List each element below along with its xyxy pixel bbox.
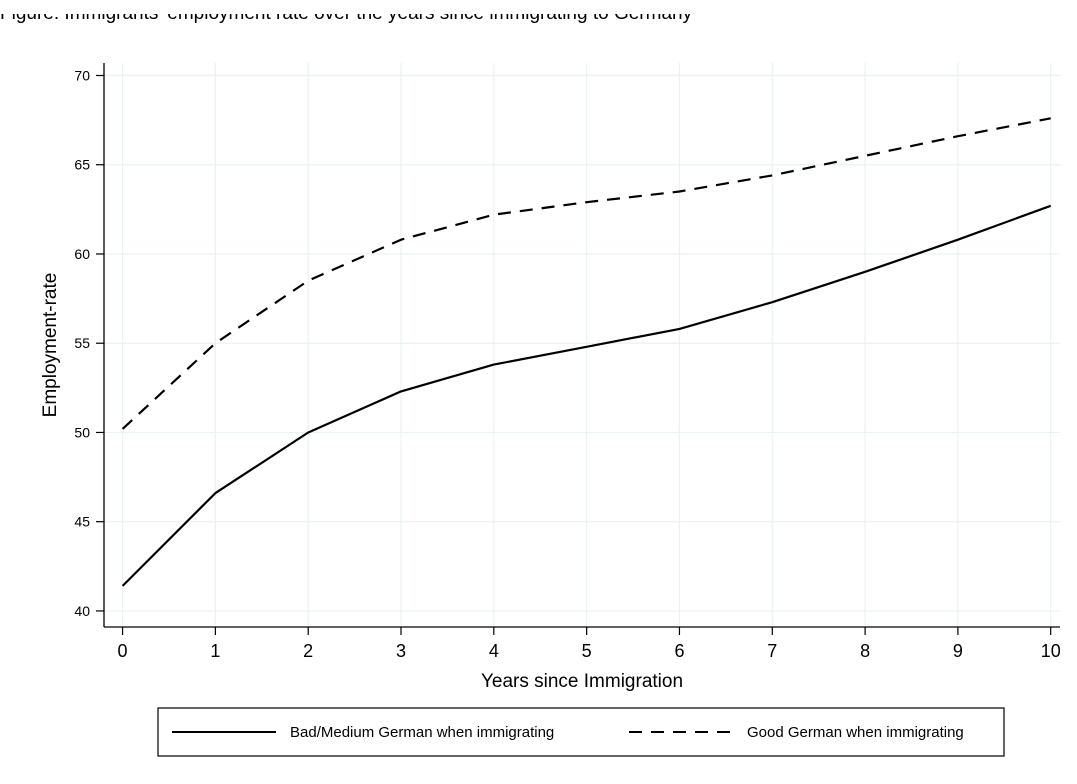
x-tick-label-3: 3 [396,641,406,661]
series-line-good-german [121,117,1051,430]
series-lines [121,117,1052,587]
legend: Bad/Medium German when immigrating Good … [157,707,1005,757]
x-tick-label-7: 7 [767,641,777,661]
x-tick-label-2: 2 [303,641,313,661]
x-tick-label-1: 1 [210,641,220,661]
legend-box [157,707,1005,757]
x-tick-label-9: 9 [953,641,963,661]
y-tick-label-70: 70 [74,67,90,83]
x-tick-label-5: 5 [582,641,592,661]
x-tick-label-10: 10 [1041,641,1061,661]
legend-label-bad-medium-german: Bad/Medium German when immigrating [290,724,554,741]
y-tick-label-65: 65 [74,157,90,173]
y-tick-label-50: 50 [74,424,90,440]
x-tick-label-4: 4 [489,641,499,661]
y-tick-label-45: 45 [74,514,90,530]
x-axis-title: Years since Immigration [481,671,683,692]
legend-label-good-german: Good German when immigrating [747,724,964,741]
figure-caption: Figure: Immigrants' employment rate over… [0,3,693,24]
y-axis-title: Employment-rate [40,273,61,418]
x-tick-label-6: 6 [674,641,684,661]
x-tick-label-8: 8 [860,641,870,661]
y-tick-label-60: 60 [74,246,90,262]
series-line-bad-medium-german [121,204,1052,587]
x-tick-label-0: 0 [118,641,128,661]
y-tick-label-55: 55 [74,335,90,351]
gridlines [104,63,1060,627]
y-tick-label-40: 40 [74,603,90,619]
